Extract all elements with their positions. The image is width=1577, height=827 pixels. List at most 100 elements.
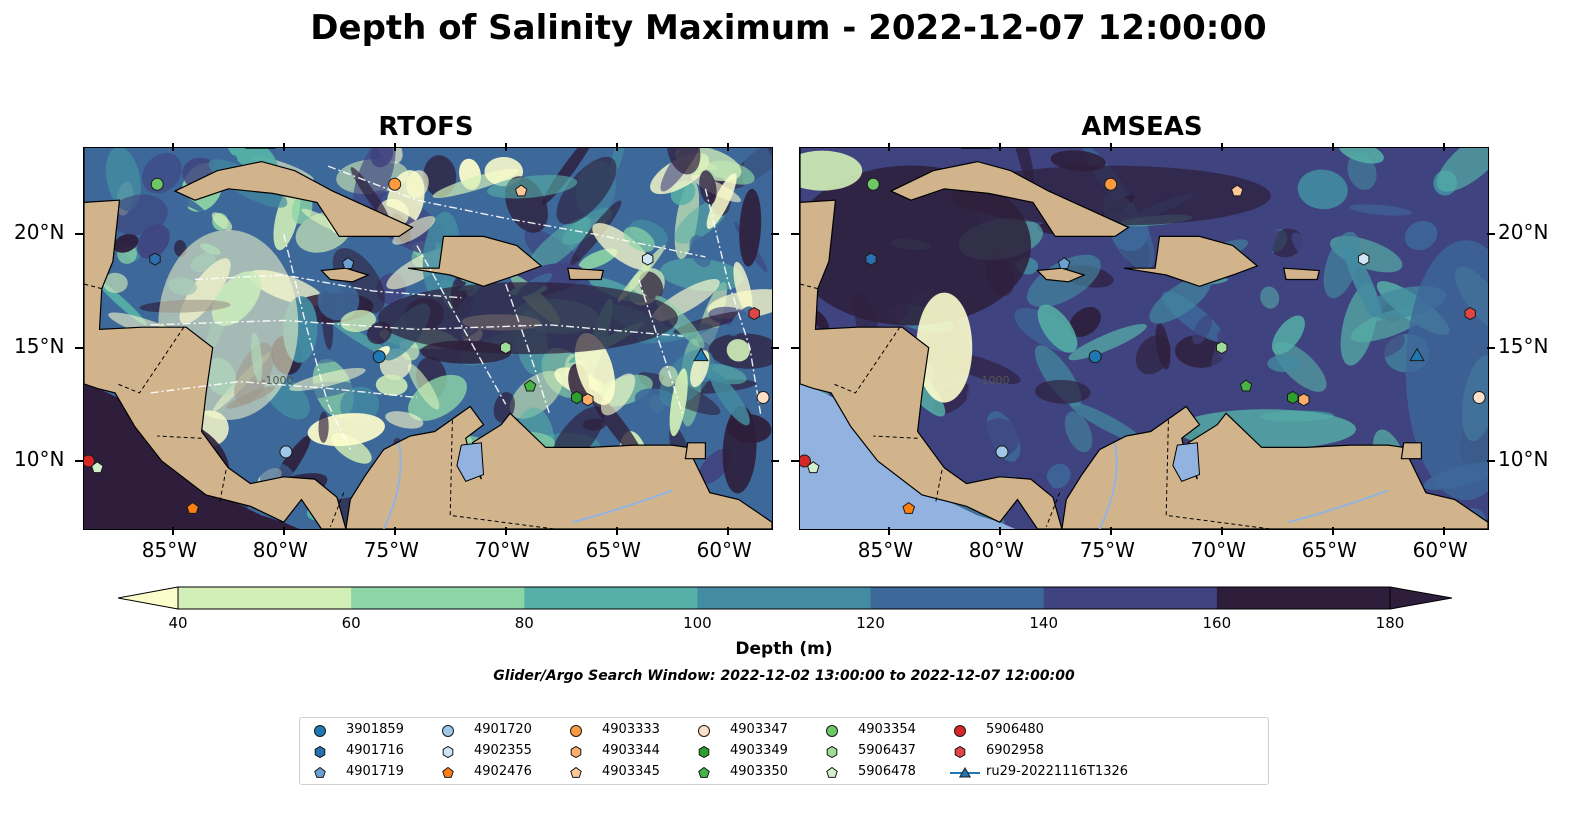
legend-label: 4902476 [474, 764, 532, 779]
float-marker-6902958 [1464, 307, 1476, 321]
legend-label: 6902958 [986, 743, 1044, 758]
pentagon-marker-icon [826, 766, 838, 778]
x-tick-mark [615, 143, 618, 151]
panel-title-amseas: AMSEAS [1081, 112, 1203, 142]
hexagon-marker-icon [570, 745, 582, 759]
x-tick-label: 60°W [1412, 538, 1468, 562]
x-tick-mark [726, 143, 729, 151]
float-marker-4903333 [1104, 177, 1118, 191]
search-window-caption: Glider/Argo Search Window: 2022-12-02 13… [493, 668, 1075, 684]
legend-label: ru29-20221116T1326 [986, 764, 1129, 779]
float-marker-4902476 [186, 501, 200, 514]
x-tick-label: 80°W [252, 538, 308, 562]
float-marker-4901720 [279, 445, 293, 459]
x-tick-mark [1220, 527, 1223, 535]
float-marker-4903354 [150, 177, 164, 191]
circle-marker-icon [954, 725, 966, 737]
float-marker-4903350 [1239, 379, 1253, 392]
y-tick-mark [771, 346, 779, 349]
y-tick-mark [791, 346, 799, 349]
x-tick-label: 65°W [585, 538, 641, 562]
x-tick-label: 85°W [857, 538, 913, 562]
x-tick-mark [1331, 143, 1334, 151]
colorbar [118, 586, 1452, 610]
x-tick-mark [615, 527, 618, 535]
triangle-line-marker-icon [950, 767, 980, 778]
colorbar-segment [1043, 587, 1218, 609]
y-tick-label-right: 10°N [1498, 446, 1549, 471]
colorbar-label: Depth (m) [735, 639, 833, 659]
circle-marker-icon [826, 725, 838, 737]
x-tick-mark [1109, 527, 1112, 535]
x-tick-label: 65°W [1301, 538, 1357, 562]
x-tick-label: 85°W [141, 538, 197, 562]
pentagon-marker-icon [570, 766, 582, 778]
x-tick-mark [393, 527, 396, 535]
float-marker-4903354 [866, 177, 880, 191]
colorbar-segment [870, 587, 1045, 609]
colorbar-tick-label: 80 [514, 614, 534, 632]
colorbar-tick-label: 140 [1029, 614, 1059, 632]
legend-label: 3901859 [346, 722, 404, 737]
float-marker-5906437 [500, 341, 512, 355]
x-tick-mark [393, 143, 396, 151]
legend-label: 4901720 [474, 722, 532, 737]
float-marker-4901719 [341, 257, 355, 269]
x-tick-mark [887, 143, 890, 151]
float-marker-4903347 [756, 390, 770, 404]
float-marker-4903350 [523, 379, 537, 392]
y-tick-label-left: 15°N [14, 333, 65, 358]
legend-label: 4903350 [730, 764, 788, 779]
pentagon-marker-icon [314, 766, 326, 778]
colorbar-segment [351, 587, 525, 609]
float-marker-4901716 [149, 252, 161, 266]
colorbar-tick-label: 180 [1375, 614, 1405, 632]
float-marker-3901859 [372, 350, 386, 364]
x-tick-mark [887, 527, 890, 535]
x-tick-mark [998, 527, 1001, 535]
circle-marker-icon [698, 725, 710, 737]
float-marker-4901719 [1057, 257, 1071, 269]
y-tick-mark [1487, 233, 1495, 236]
x-tick-mark [1220, 143, 1223, 151]
colorbar-segment [1216, 587, 1391, 609]
float-marker-4903344 [1298, 393, 1310, 407]
float-marker-4902355 [642, 252, 654, 266]
float-marker-5906480 [84, 454, 95, 468]
float-marker-5906437 [1216, 341, 1228, 355]
hexagon-marker-icon [442, 745, 454, 759]
pentagon-marker-icon [698, 766, 710, 778]
colorbar-segment [524, 587, 698, 609]
y-tick-label-right: 15°N [1498, 333, 1549, 358]
bathymetry-contour-label: -1000 [978, 374, 1010, 387]
x-tick-label: 70°W [474, 538, 530, 562]
legend-label: 4903333 [602, 722, 660, 737]
colorbar-extend-high [1389, 586, 1452, 610]
float-marker-5906480 [800, 454, 811, 468]
x-tick-mark [171, 527, 174, 535]
figure-title: Depth of Salinity Maximum - 2022-12-07 1… [310, 8, 1267, 48]
y-tick-label-left: 20°N [14, 220, 65, 245]
x-tick-mark [726, 527, 729, 535]
legend-label: 5906437 [858, 743, 916, 758]
float-marker-4902355 [1358, 252, 1370, 266]
x-tick-mark [1442, 527, 1445, 535]
x-tick-mark [282, 143, 285, 151]
y-tick-mark [75, 459, 83, 462]
colorbar-segment [178, 587, 352, 609]
x-tick-mark [1442, 143, 1445, 151]
circle-marker-icon [442, 725, 454, 737]
hexagon-marker-icon [698, 745, 710, 759]
float-marker-4901716 [865, 252, 877, 266]
x-tick-mark [998, 143, 1001, 151]
y-tick-mark [791, 459, 799, 462]
panel-title-rtofs: RTOFS [378, 112, 474, 142]
x-tick-mark [504, 527, 507, 535]
y-tick-mark [771, 459, 779, 462]
x-tick-mark [504, 143, 507, 151]
float-marker-4902476 [902, 501, 916, 514]
float-marker-4901720 [995, 445, 1009, 459]
legend-label: 4901716 [346, 743, 404, 758]
x-tick-mark [1109, 143, 1112, 151]
legend-label: 4903344 [602, 743, 660, 758]
